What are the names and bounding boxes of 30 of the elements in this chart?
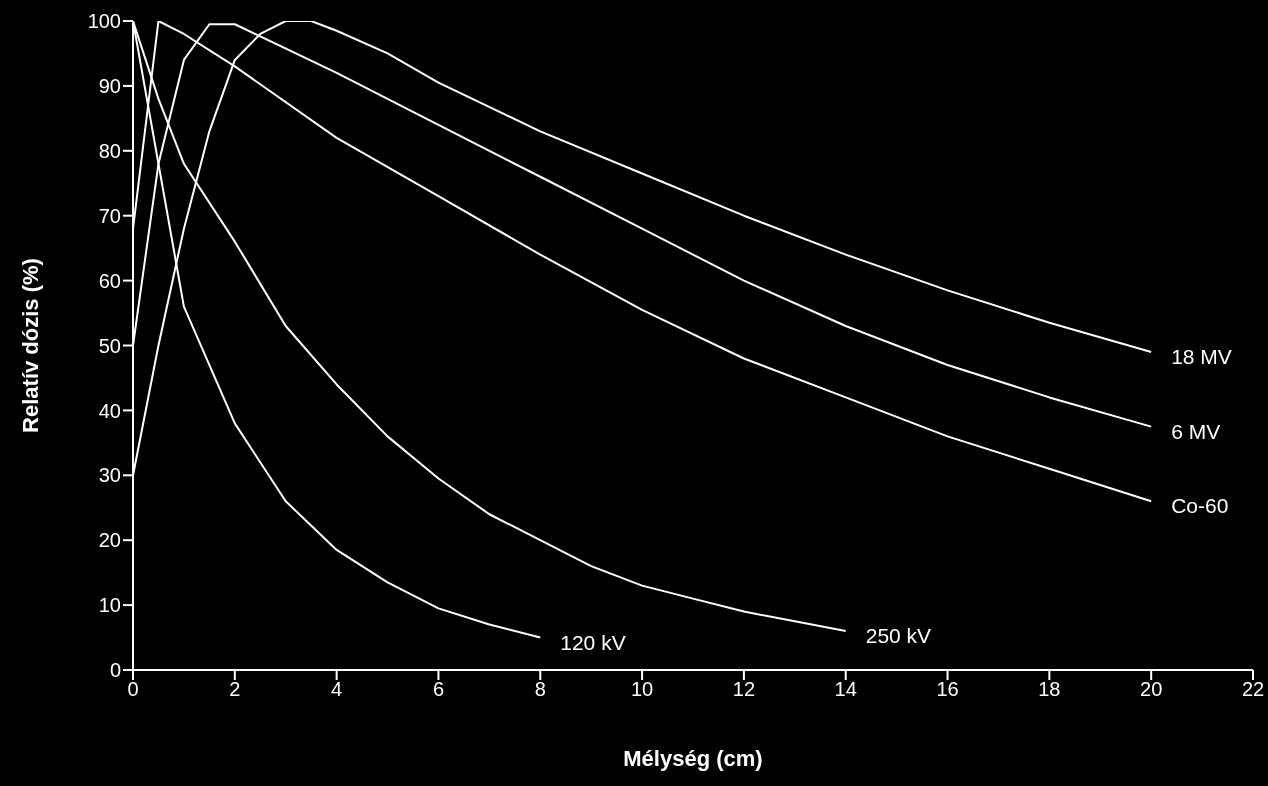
y-tick-label: 80 bbox=[98, 139, 121, 162]
y-axis-title: Relatív dózis (%) bbox=[17, 258, 43, 433]
y-tick-label: 70 bbox=[98, 204, 121, 227]
y-tick-label: 0 bbox=[109, 659, 121, 682]
x-tick-label: 14 bbox=[834, 678, 857, 701]
x-tick-label: 12 bbox=[732, 678, 756, 701]
y-tick-label: 40 bbox=[98, 399, 121, 422]
x-tick-label: 18 bbox=[1038, 678, 1061, 701]
y-tick-label: 60 bbox=[98, 269, 121, 292]
x-tick-label: 16 bbox=[936, 678, 959, 701]
x-tick-label: 2 bbox=[229, 678, 241, 701]
y-tick-label: 100 bbox=[87, 10, 121, 33]
y-tick-label: 50 bbox=[98, 334, 121, 357]
x-axis-title: Mélység (cm) bbox=[623, 746, 763, 771]
x-tick-label: 6 bbox=[432, 678, 445, 701]
x-tick-label: 22 bbox=[1241, 678, 1265, 701]
x-tick-label: 20 bbox=[1140, 678, 1163, 701]
x-tick-label: 10 bbox=[630, 678, 654, 701]
series-label: Co-60 bbox=[1171, 494, 1229, 518]
x-tick-label: 4 bbox=[331, 678, 343, 701]
y-tick-label: 90 bbox=[98, 75, 121, 97]
y-tick-label: 30 bbox=[98, 464, 121, 487]
x-tick-label: 8 bbox=[534, 678, 546, 701]
series-label: 250 kV bbox=[865, 624, 932, 648]
series-label: 120 kV bbox=[560, 630, 626, 654]
y-tick-label: 20 bbox=[98, 529, 121, 552]
series-label: 6 MV bbox=[1171, 419, 1221, 443]
series-label: 18 MV bbox=[1171, 344, 1232, 368]
y-tick-label: 10 bbox=[98, 594, 121, 617]
x-tick-label: 0 bbox=[127, 678, 139, 701]
